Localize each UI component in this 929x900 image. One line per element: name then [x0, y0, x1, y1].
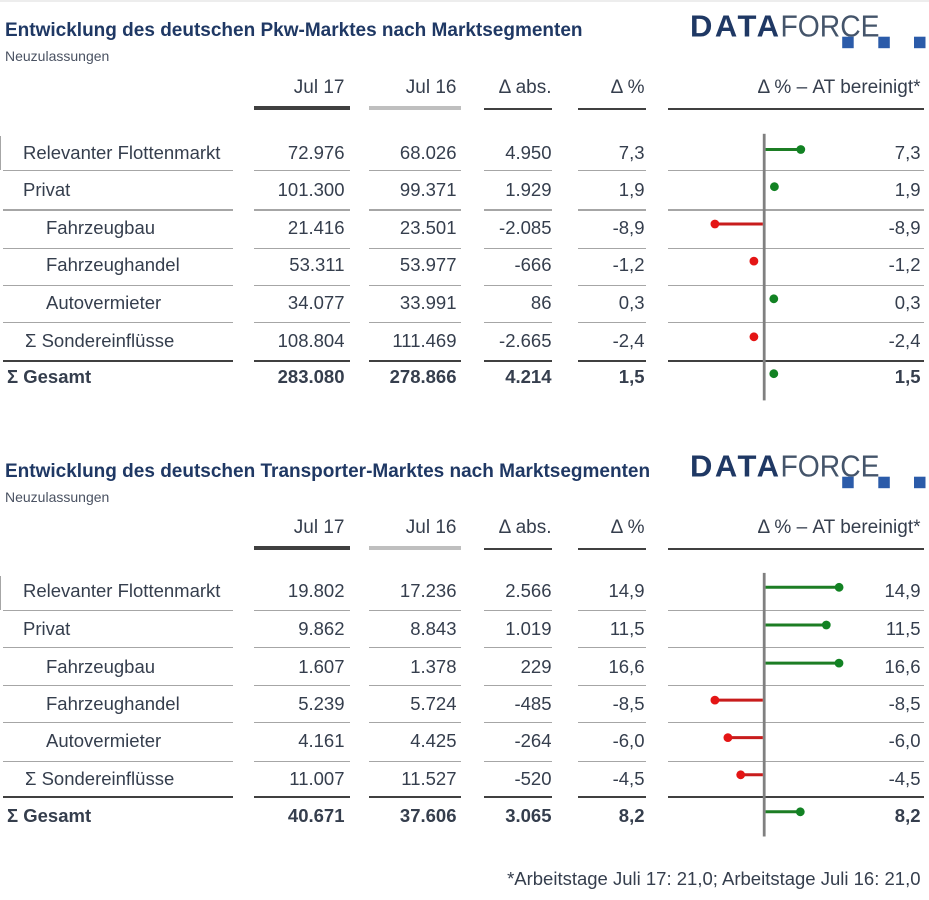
- svg-text:FORCE: FORCE: [781, 448, 880, 483]
- svg-text:DATA: DATA: [690, 448, 779, 483]
- svg-text:DATA: DATA: [690, 8, 779, 43]
- svg-text:FORCE: FORCE: [781, 8, 880, 43]
